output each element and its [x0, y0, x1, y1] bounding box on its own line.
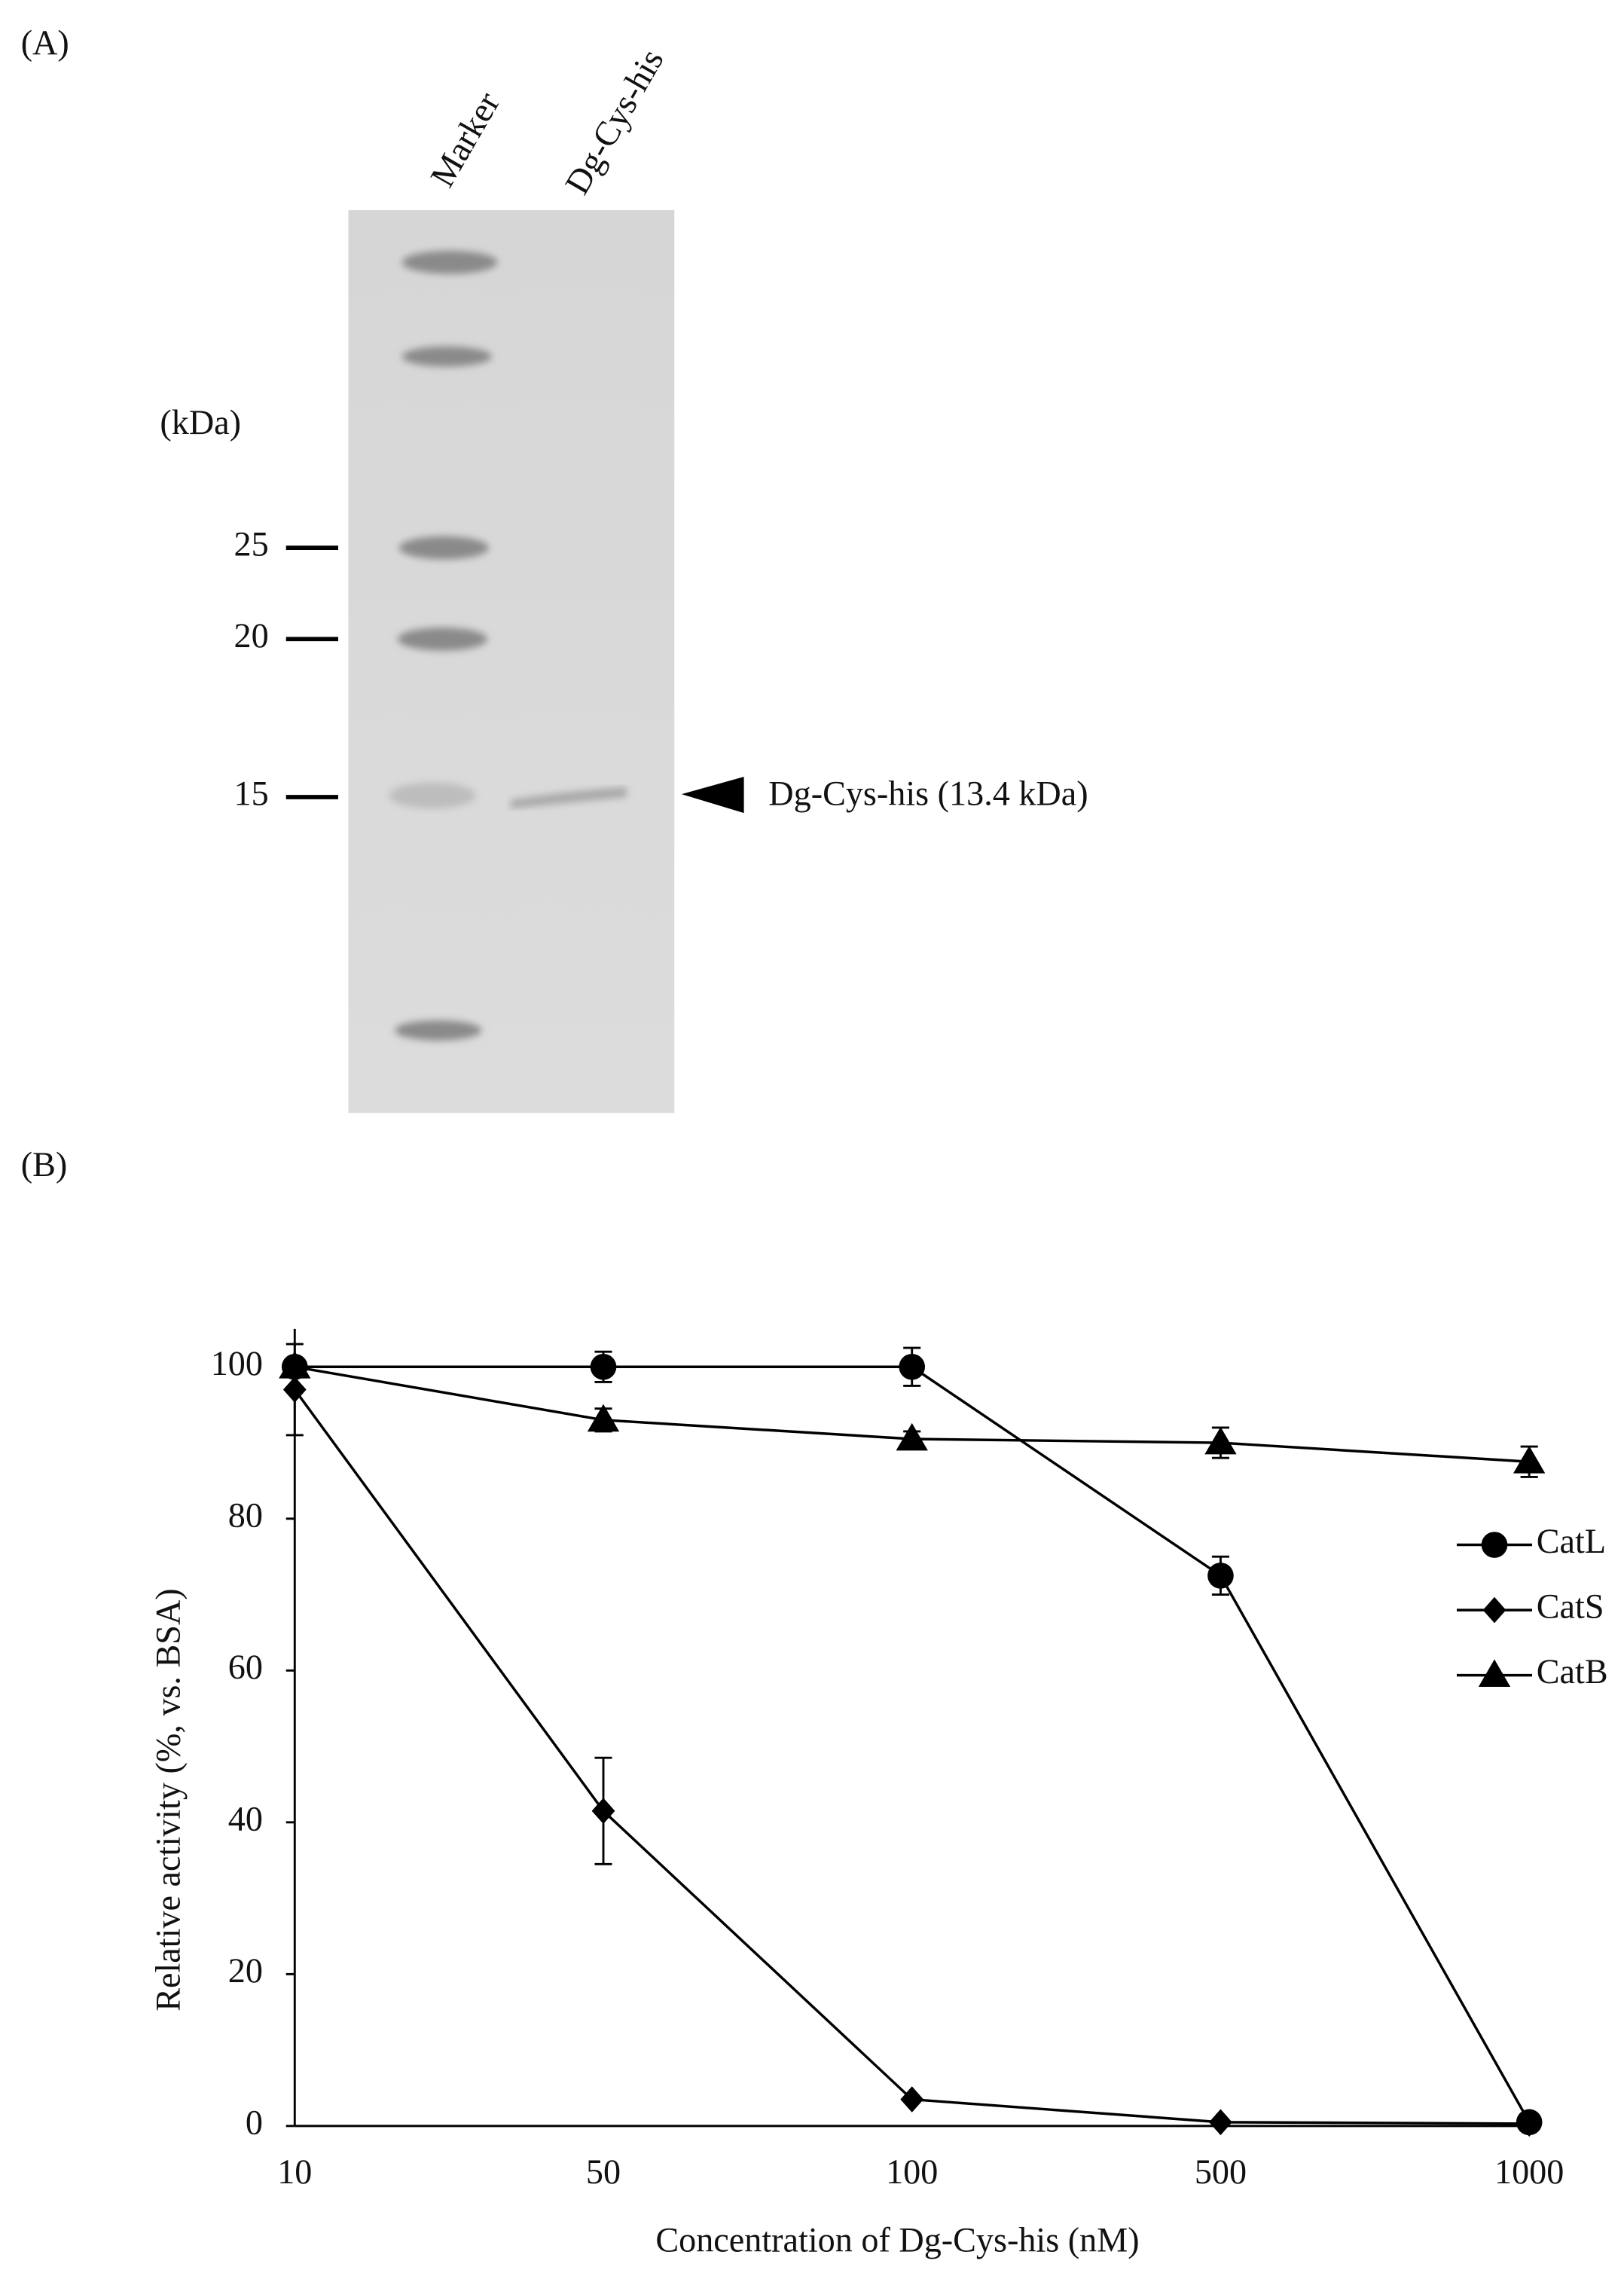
y-tick-label: 60: [228, 1648, 263, 1686]
y-tick-label: 40: [228, 1799, 263, 1838]
marker-ticks: [285, 545, 338, 799]
unit-label: (kDa): [160, 403, 241, 441]
marker: [896, 1422, 928, 1451]
band-arrow: [681, 777, 744, 814]
marker: [1209, 2109, 1232, 2136]
marker: [899, 1353, 926, 1380]
lane-label: Dg-Cys-his: [557, 42, 671, 200]
x-tick-label: 10: [277, 2152, 312, 2191]
panel-label: (A): [21, 23, 69, 62]
band-label: Dg-Cys-his (13.4 kDa): [768, 774, 1088, 813]
marker-label: 20: [234, 616, 269, 655]
sample-band: [510, 787, 627, 809]
marker-label: 25: [234, 525, 269, 564]
marker: [587, 1404, 620, 1432]
x-tick-label: 500: [1195, 2152, 1247, 2191]
legend-label: CatB: [1537, 1652, 1608, 1691]
series-line: [293, 1388, 1530, 2125]
panel-label: (B): [21, 1145, 68, 1184]
x-tick-label: 50: [586, 2152, 621, 2191]
y-tick-label: 100: [211, 1344, 263, 1382]
legend-entry: CatS: [1456, 1587, 1604, 1626]
marker: [1481, 1532, 1508, 1558]
marker: [1482, 1596, 1506, 1624]
x-axis-label: Concentration of Dg-Cys-his (nM): [655, 2220, 1139, 2259]
legend-entry: CatB: [1456, 1652, 1608, 1691]
legend-label: CatS: [1537, 1587, 1604, 1626]
y-tick-label: 0: [246, 2103, 263, 2141]
legend-label: CatL: [1537, 1522, 1606, 1560]
marker: [1204, 1426, 1237, 1455]
plot: 0 20 40 60 80 100 10 50 100 500 1000 Concentration …: [148, 1328, 1608, 2259]
x-tick-label: 1000: [1494, 2152, 1564, 2191]
marker: [590, 1353, 617, 1380]
gel: [348, 209, 675, 1114]
x-tick-label: 100: [886, 2152, 938, 2191]
marker: [1478, 1659, 1511, 1688]
marker: [279, 1351, 311, 1379]
marker-bands: [389, 250, 498, 1041]
series-line: [295, 1365, 1531, 2123]
lane-label: Marker: [423, 85, 507, 193]
y-axis-label: Relative activity (%, vs. BSA): [148, 1588, 187, 2011]
marker-label: 15: [234, 774, 269, 813]
y-tick-label: 20: [228, 1951, 263, 1990]
legend-entry: CatL: [1456, 1522, 1606, 1560]
marker: [1513, 1446, 1546, 1474]
marker: [1207, 1563, 1234, 1589]
y-tick-label: 80: [228, 1495, 263, 1534]
